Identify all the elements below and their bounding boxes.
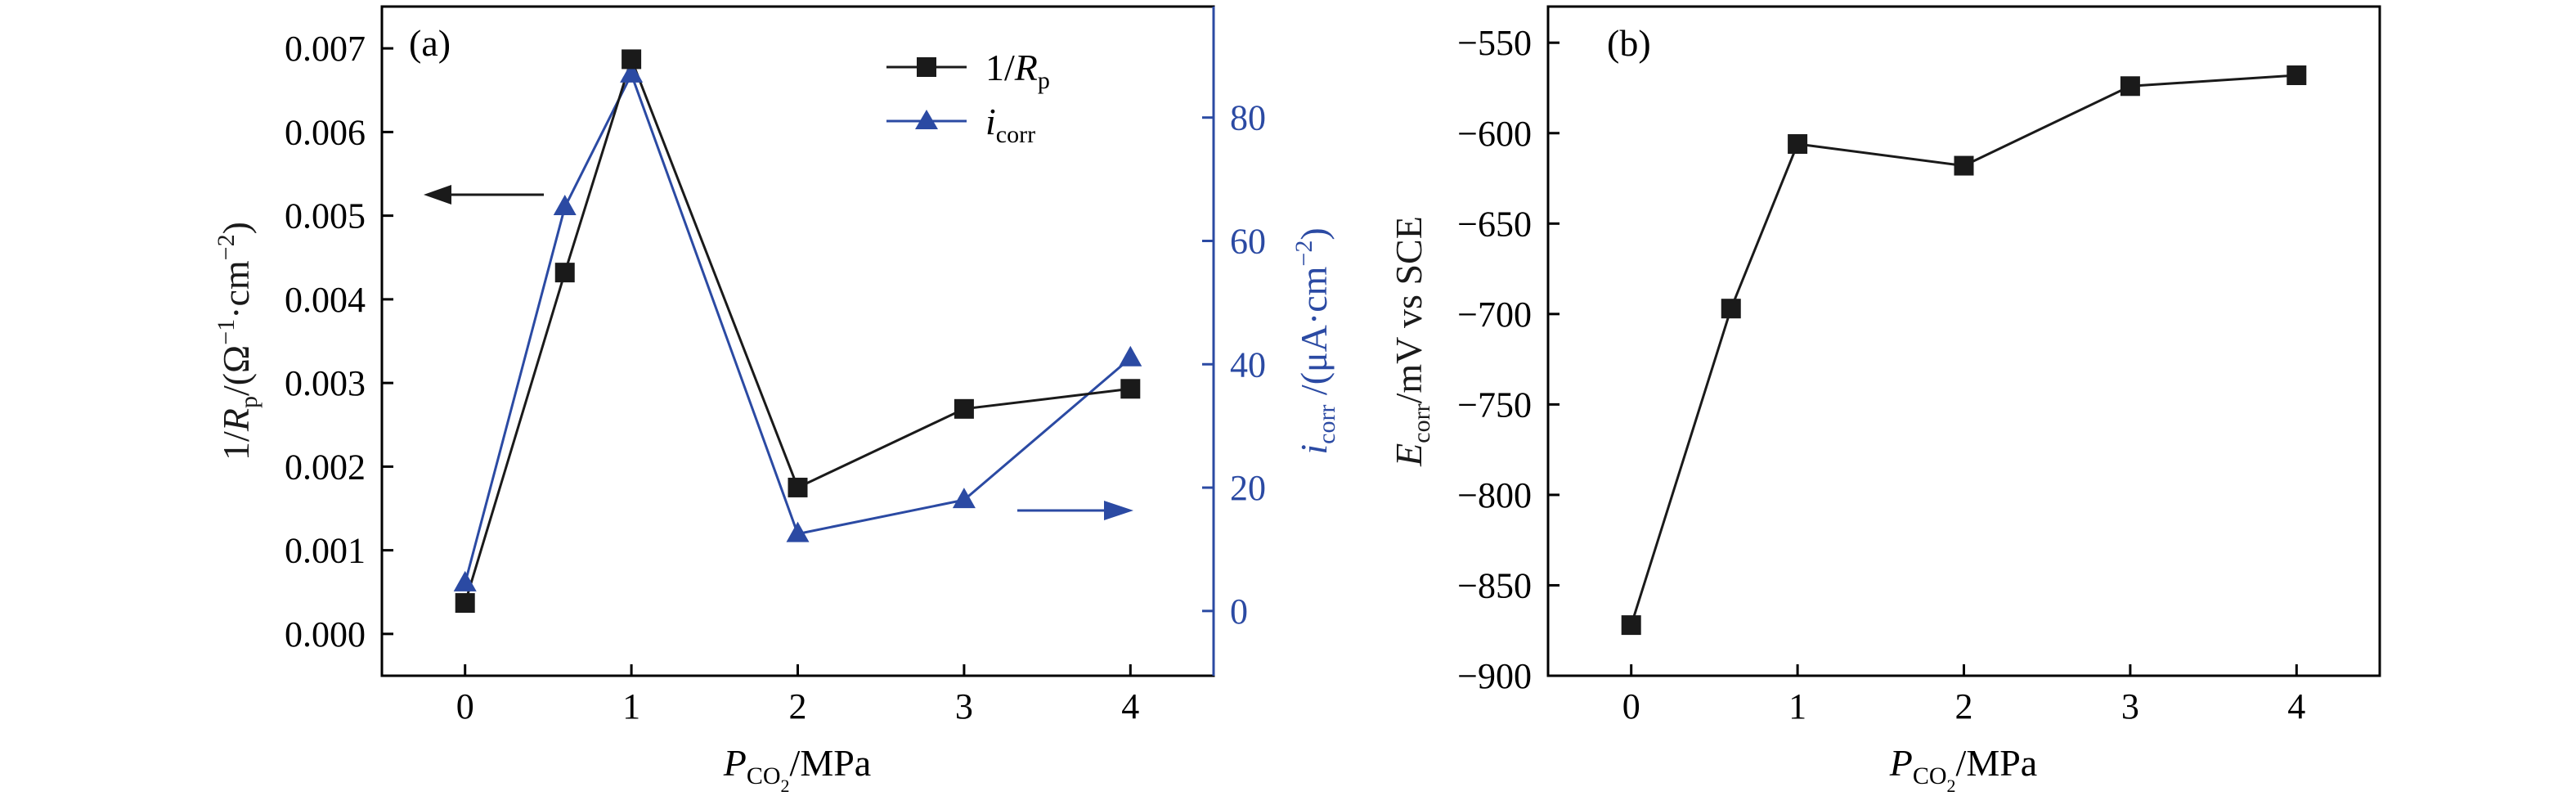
y-axis-label-right: icorr /(μA·cm−2)	[1290, 227, 1340, 454]
data-point-1rp	[1120, 379, 1141, 399]
data-point-ecorr	[2120, 76, 2140, 97]
data-point-1rp	[788, 477, 808, 497]
y-axis-label-b: Ecorr/mV vs SCE	[1388, 216, 1435, 467]
x-tick-label-b: 0	[1622, 686, 1640, 726]
legend: 1/Rp icorr	[886, 47, 1050, 148]
data-point-icorr	[620, 61, 644, 83]
y-tick-label-b: −600	[1457, 114, 1532, 154]
data-point-1rp	[455, 593, 475, 614]
series-line-1rp	[464, 55, 1131, 604]
series-markers-b	[1621, 65, 2307, 636]
x-tick-label-b: 2	[1955, 686, 1973, 726]
x-tick-label-b: 4	[2287, 686, 2305, 726]
y-tick-label-left: 0.000	[285, 614, 366, 654]
x-tick-label-a: 2	[789, 686, 807, 726]
y-tick-label-b: −800	[1457, 475, 1532, 515]
y-tick-label-left: 0.004	[285, 280, 366, 320]
y-tick-label-right: 20	[1230, 468, 1266, 508]
x-axis-ticks-b: 0 1 2 3 4	[1622, 664, 2305, 726]
x-tick-label-a: 3	[955, 686, 973, 726]
panel-label-b: (b)	[1607, 22, 1651, 64]
y-tick-label-b: −850	[1457, 565, 1532, 605]
plot-frame-a	[380, 5, 1215, 677]
y-tick-label-right: 40	[1230, 344, 1266, 385]
right-y-axis-ticks: 0 20 40 60 80	[1202, 98, 1266, 632]
y-axis-ticks-b: −900 −850 −800 −750 −700 −650 −600 −550	[1457, 23, 1560, 696]
y-tick-label-left: 0.005	[285, 196, 366, 236]
y-tick-label-left: 0.002	[285, 447, 366, 487]
x-tick-label-b: 3	[2121, 686, 2139, 726]
y-tick-label-left: 0.001	[285, 531, 366, 571]
legend-marker-square	[917, 57, 936, 77]
y-tick-label-b: −750	[1457, 385, 1532, 425]
right-axis-arrow	[1017, 501, 1133, 520]
y-tick-label-left: 0.007	[285, 29, 366, 69]
x-tick-label-a: 1	[622, 686, 640, 726]
x-tick-label-a: 0	[456, 686, 474, 726]
data-point-1rp	[554, 263, 575, 283]
data-point-ecorr	[1954, 155, 1974, 176]
x-axis-label-b: PCO2/MPa	[1889, 742, 2037, 796]
panel-b: 0 1 2 3 4 −900 −850 −800 −750 −700 −650 −600 −550 (…	[1388, 5, 2381, 796]
x-axis-label-a: PCO2/MPa	[723, 742, 871, 796]
x-tick-label-b: 1	[1788, 686, 1806, 726]
y-tick-label-right: 60	[1230, 221, 1266, 261]
legend-label-icorr: icorr	[985, 101, 1035, 148]
x-tick-label-a: 4	[1121, 686, 1139, 726]
y-tick-label-left: 0.003	[285, 363, 366, 403]
x-axis-ticks-a: 0 1 2 3 4	[456, 664, 1139, 726]
legend-marker-triangle	[915, 110, 938, 129]
data-point-ecorr	[1721, 299, 1741, 319]
data-point-icorr	[952, 488, 976, 509]
data-point-ecorr	[1621, 615, 1641, 636]
y-tick-label-b: −550	[1457, 23, 1532, 63]
data-point-icorr	[453, 570, 477, 591]
panel-label-a: (a)	[409, 22, 451, 64]
y-tick-label-b: −900	[1457, 656, 1532, 696]
data-point-ecorr	[1788, 134, 1808, 155]
series-lines-b	[1630, 74, 2297, 626]
series-line-icorr	[464, 71, 1132, 584]
y-tick-label-b: −700	[1457, 295, 1532, 335]
data-point-1rp	[954, 398, 974, 419]
left-y-axis-ticks: 0.000 0.001 0.002 0.003 0.004 0.005 0.006 0.007	[285, 29, 393, 654]
y-tick-label-left: 0.006	[285, 112, 366, 152]
left-axis-arrow	[424, 185, 544, 205]
y-tick-label-right: 80	[1230, 98, 1266, 138]
plot-frame-b	[1546, 5, 2381, 677]
data-point-icorr	[786, 521, 810, 542]
series-markers-a	[453, 49, 1142, 614]
y-tick-label-b: −650	[1457, 204, 1532, 244]
data-point-ecorr	[2287, 65, 2307, 86]
data-point-icorr	[553, 195, 577, 216]
y-tick-label-right: 0	[1230, 591, 1248, 632]
data-point-1rp	[622, 49, 642, 70]
series-lines-a	[464, 55, 1132, 604]
data-point-icorr	[1119, 345, 1142, 367]
series-line-ecorr	[1630, 74, 2297, 626]
y-axis-label-left: 1/Rp/(Ω−1·cm−2)	[213, 222, 263, 461]
legend-label-rp: 1/Rp	[985, 47, 1050, 94]
